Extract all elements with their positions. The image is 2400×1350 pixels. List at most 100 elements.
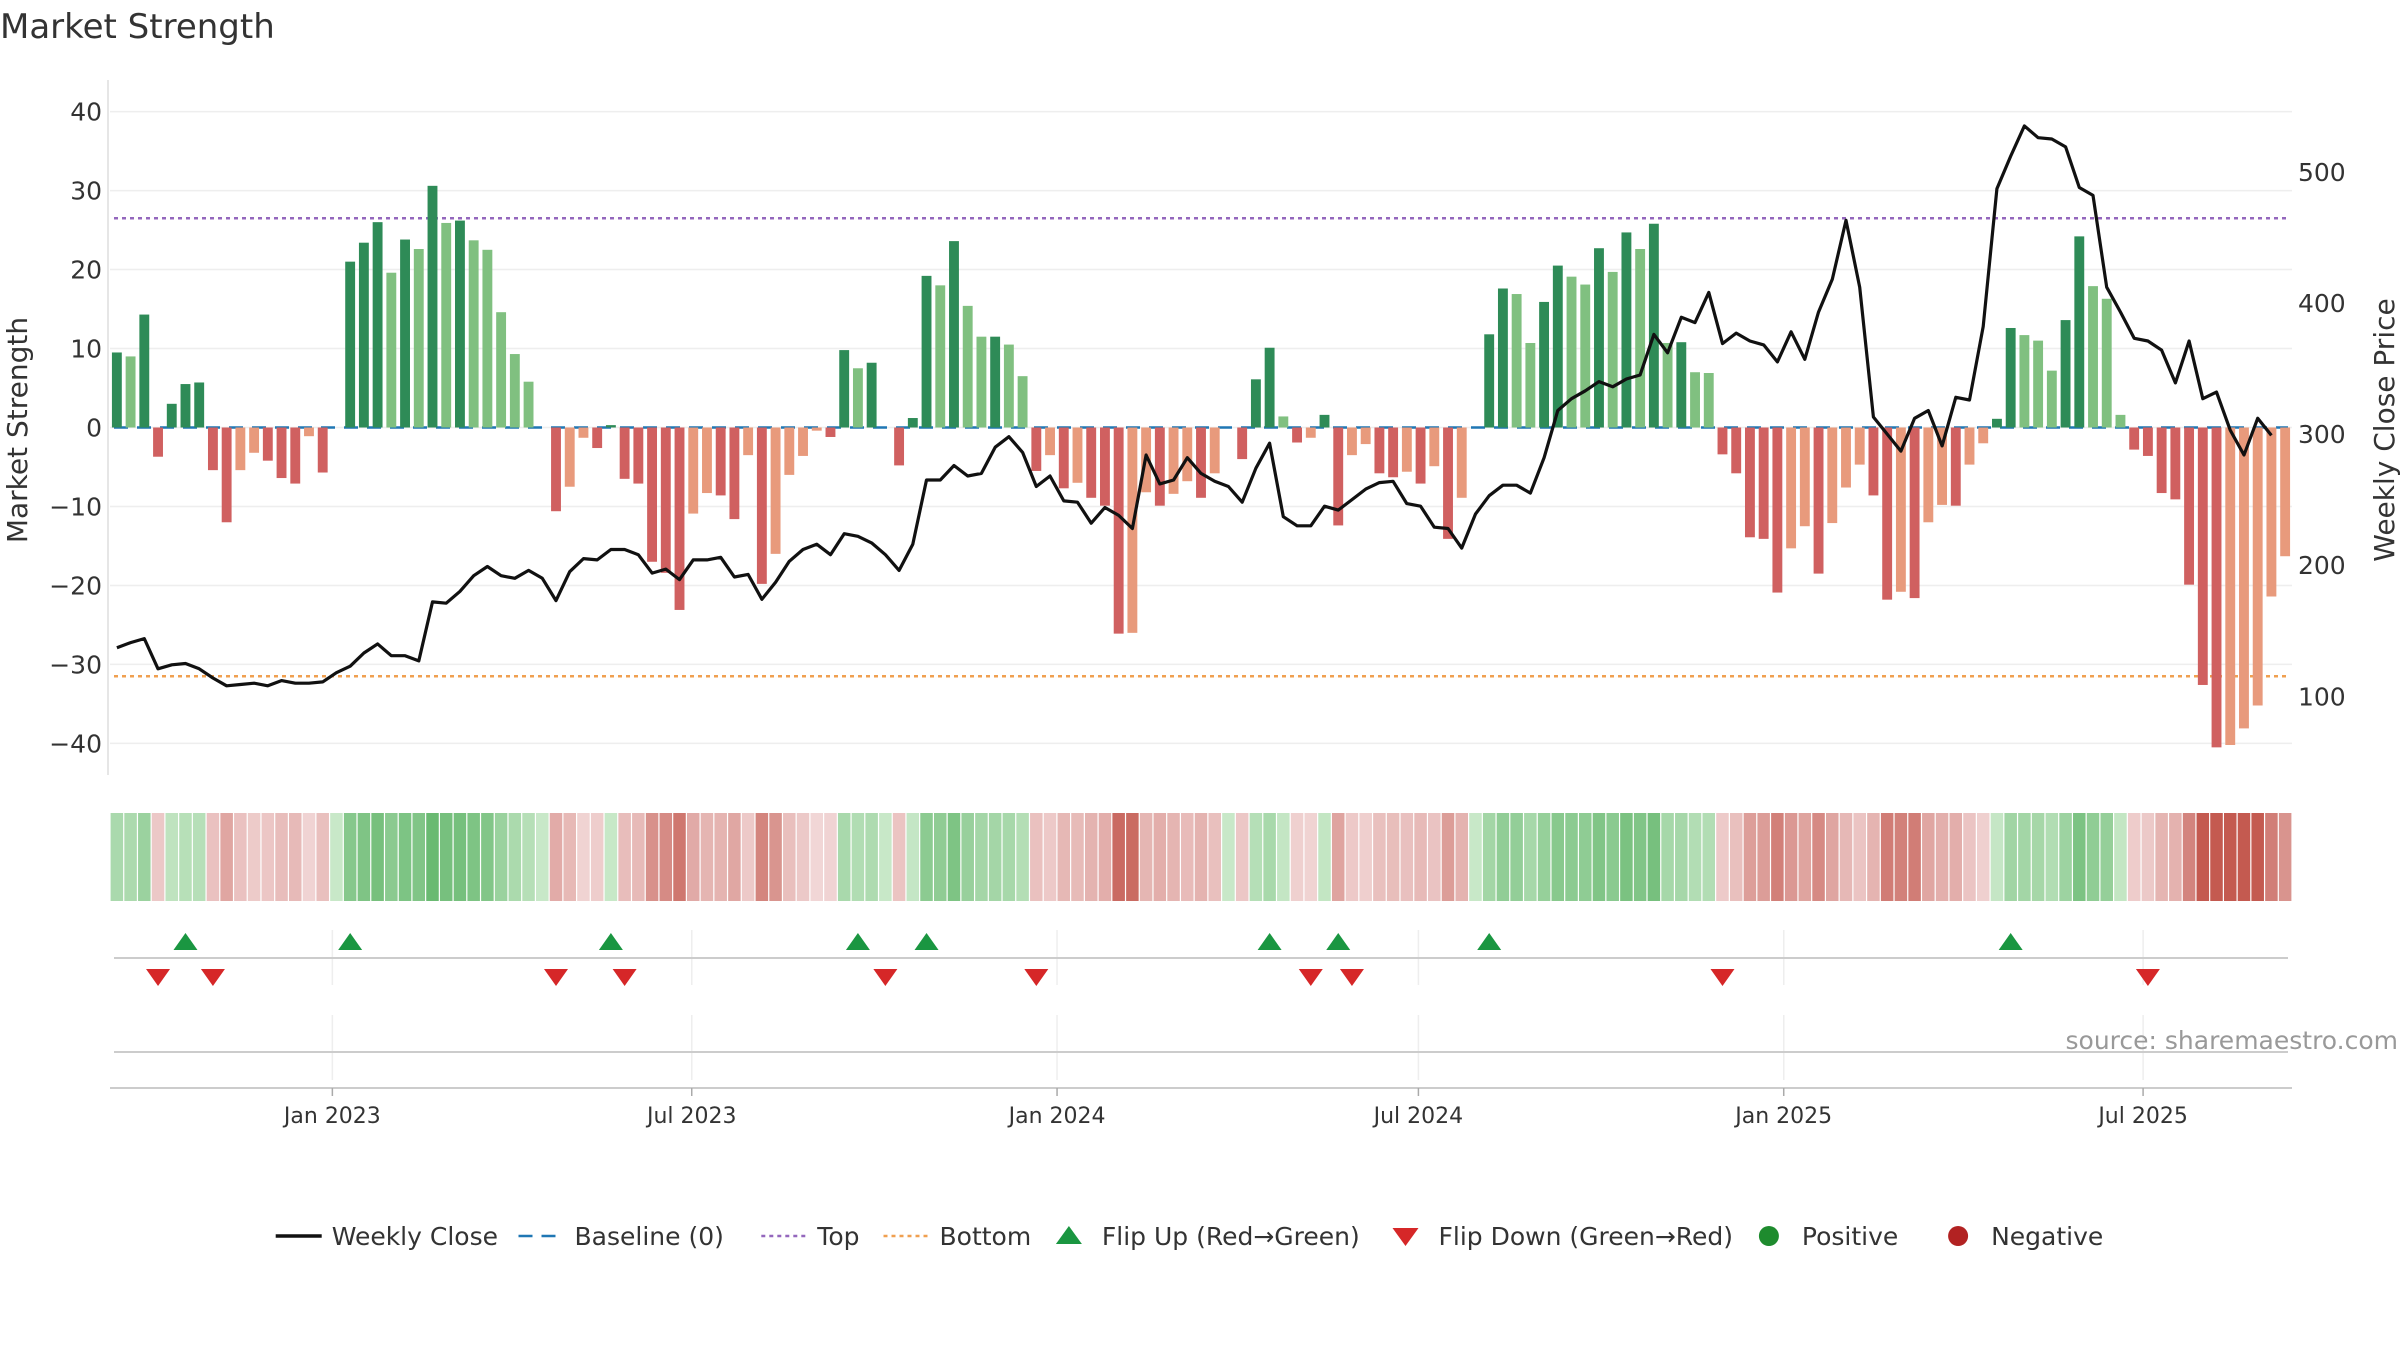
strength-bar — [2129, 427, 2140, 450]
strength-bar — [194, 382, 205, 428]
heat-cell — [398, 813, 412, 901]
heat-cell — [234, 813, 247, 901]
flip-down-marker — [200, 969, 225, 986]
heat-cell — [343, 813, 357, 901]
y-tick-label: −10 — [49, 492, 102, 521]
heat-cell — [1592, 813, 1606, 901]
strength-bar — [2156, 427, 2167, 494]
strength-bar — [1566, 276, 1577, 428]
y-tick-label: −20 — [49, 571, 102, 600]
strength-bar — [2019, 335, 2030, 428]
strength-bar — [564, 427, 575, 487]
heat-cell — [906, 813, 920, 901]
heat-cell — [2004, 813, 2017, 901]
strength-bar — [1127, 427, 1138, 633]
heat-cell — [879, 813, 892, 901]
heat-cell — [1386, 813, 1400, 901]
strength-bar — [1854, 427, 1865, 465]
heat-cell — [1976, 813, 1990, 901]
heat-cell — [165, 813, 179, 901]
strength-bar — [2060, 320, 2071, 428]
strength-bar — [1827, 427, 1838, 524]
strength-bar — [1580, 284, 1591, 428]
legend-label: Flip Up (Red→Green) — [1102, 1222, 1360, 1251]
heat-cell — [1167, 813, 1180, 901]
y-axis-left: Market Strength 40 30 20 10 0 −10 −20 −30 −40 — [1, 98, 102, 759]
strength-bar — [1401, 427, 1412, 472]
heat-cell — [1688, 813, 1702, 901]
heat-cell — [275, 813, 288, 901]
strength-bar — [852, 368, 863, 428]
strength-bar — [1525, 342, 1536, 428]
y2-tick-label: 500 — [2298, 158, 2346, 187]
heat-cell — [508, 813, 522, 901]
heat-cell — [2127, 813, 2141, 901]
strength-bar — [262, 427, 273, 461]
heat-cell — [1098, 813, 1112, 901]
legend-item: Positive — [1758, 1222, 1898, 1251]
flip-down-marker — [873, 969, 898, 986]
legend-item: Flip Up (Red→Green) — [1055, 1222, 1360, 1251]
heat-cell — [1537, 813, 1551, 901]
x-tick-label: Jul 2023 — [645, 1104, 737, 1129]
legend-item: Negative — [1948, 1222, 2103, 1251]
strength-bars — [111, 185, 2291, 748]
strength-bar — [1003, 344, 1014, 428]
strength-bar — [1731, 427, 1742, 474]
heat-cell — [1057, 813, 1071, 901]
strength-bar — [2211, 427, 2222, 748]
heat-cell — [1633, 813, 1647, 901]
heat-cell — [1126, 813, 1139, 901]
flip-down-marker — [2135, 969, 2160, 986]
strength-bar — [811, 427, 822, 431]
heat-cell — [481, 813, 494, 901]
strength-bar — [1250, 379, 1261, 428]
strength-bar — [1072, 427, 1083, 483]
strength-bar — [592, 427, 603, 449]
strength-bar — [619, 427, 630, 479]
strength-bar — [1594, 248, 1604, 428]
heat-cell — [1716, 813, 1729, 901]
legend-item: Bottom — [883, 1222, 1031, 1251]
heat-cell — [865, 813, 878, 901]
heat-cell — [220, 813, 233, 901]
strength-bar — [2088, 286, 2098, 428]
x-tick-label: Jul 2025 — [2096, 1104, 2188, 1129]
heat-cell — [1249, 813, 1263, 901]
flip-up-marker — [1477, 933, 1502, 950]
strength-bar — [756, 427, 767, 584]
strength-bar — [962, 305, 973, 428]
heat-cell — [2100, 813, 2113, 901]
strength-bar — [1264, 347, 1275, 428]
heat-cell — [192, 813, 206, 901]
strength-bar — [2184, 427, 2195, 585]
heat-cell — [1441, 813, 1455, 901]
strength-bar — [674, 427, 685, 610]
flip-down-marker — [1710, 969, 1735, 986]
heat-cell — [2114, 813, 2127, 901]
heat-cell — [1784, 813, 1798, 901]
strength-bar — [2074, 236, 2085, 428]
heat-cell — [1743, 813, 1757, 901]
heat-cell — [1757, 813, 1770, 901]
strength-bar — [1319, 414, 1330, 428]
heat-cell — [1949, 813, 1963, 901]
heat-cell — [2045, 813, 2059, 901]
strength-bar — [866, 362, 877, 428]
y2-tick-label: 300 — [2298, 420, 2346, 449]
heat-cell — [247, 813, 261, 901]
heat-cell — [1606, 813, 1619, 901]
strength-bar — [1923, 427, 1934, 523]
strength-bar — [2115, 414, 2126, 428]
strength-bar — [1882, 427, 1893, 600]
heat-cell — [618, 813, 631, 901]
heat-cell — [1208, 813, 1221, 901]
heat-cell — [1455, 813, 1469, 901]
strength-bar — [1552, 265, 1563, 428]
heat-cell — [110, 813, 124, 901]
heat-cell — [2196, 813, 2210, 901]
legend-label: Top — [816, 1222, 859, 1251]
flip-up-marker — [1326, 933, 1351, 950]
strength-bar — [1895, 427, 1906, 592]
strength-bar — [1182, 427, 1193, 482]
